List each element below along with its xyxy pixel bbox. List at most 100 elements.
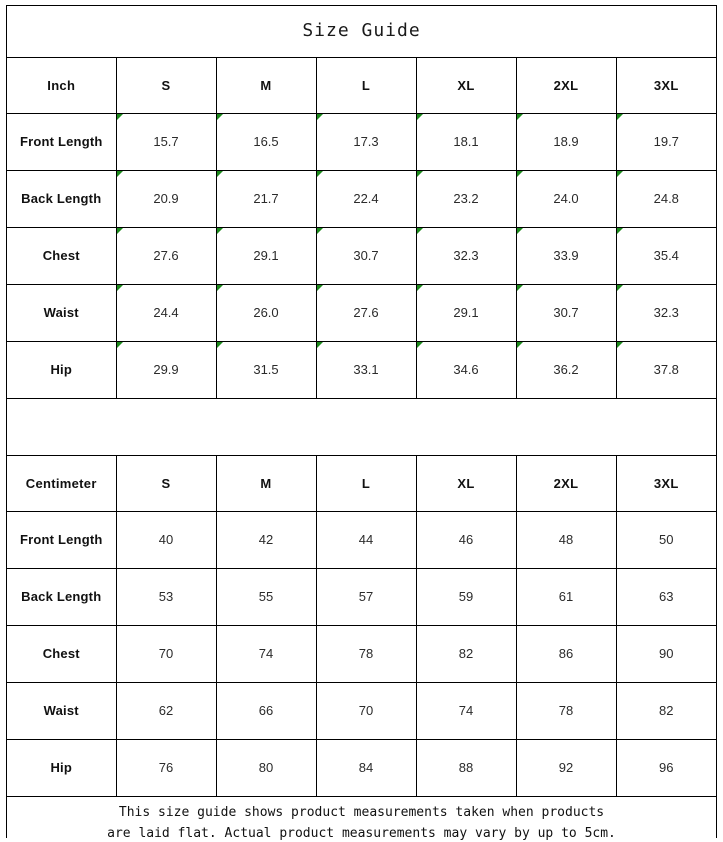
cell-value: 70 (358, 703, 374, 718)
comment-indicator-triangle-icon (316, 228, 323, 234)
cm-header-m: M (215, 455, 317, 512)
cell-value: 63 (659, 589, 674, 604)
cell-value: 33.9 (553, 248, 579, 263)
cell-value: 42 (258, 532, 274, 547)
inch-cell-chest-xl: 32.3 (415, 227, 517, 285)
inch-header-3xl: 3XL (615, 57, 717, 114)
inch-header-label-xl: XL (457, 77, 475, 93)
inch-cell-front-length-2xl: 18.9 (515, 113, 617, 171)
cm-header-s: S (115, 455, 217, 512)
cm-header-l: L (315, 455, 417, 512)
inch-cell-chest-s: 27.6 (115, 227, 217, 285)
comment-indicator-triangle-icon (516, 228, 523, 234)
row-label: Waist (43, 305, 79, 320)
cell-value: 57 (358, 589, 374, 604)
cell-value: 66 (258, 703, 274, 718)
cm-cell-front-length-2xl: 48 (515, 511, 617, 569)
table-row: Hip 76 80 84 88 92 (7, 739, 717, 797)
inch-cell-waist-3xl: 32.3 (615, 284, 717, 342)
comment-indicator-triangle-icon (116, 228, 123, 234)
cm-cell-front-length-m: 42 (215, 511, 317, 569)
comment-indicator-triangle-icon (416, 171, 423, 177)
cell-value: 15.7 (153, 134, 179, 149)
cm-cell-hip-xl: 88 (415, 739, 517, 797)
cell-value: 29.1 (253, 248, 279, 263)
title-row: Size Guide (7, 6, 717, 58)
comment-indicator-triangle-icon (416, 228, 423, 234)
inch-row-label-front-length: Front Length (7, 113, 117, 171)
inch-cell-back-length-l: 22.4 (315, 170, 417, 228)
cell-value: 59 (458, 589, 474, 604)
cell-value: 92 (558, 760, 574, 775)
row-label: Chest (42, 248, 80, 263)
inch-row-label-hip: Hip (7, 341, 117, 399)
cell-value: 46 (458, 532, 474, 547)
comment-indicator-triangle-icon (316, 171, 323, 177)
table-row: Front Length 40 42 44 46 48 (7, 511, 717, 569)
footer-note-cell: This size guide shows product measuremen… (7, 796, 717, 842)
inch-cell-back-length-m: 21.7 (215, 170, 317, 228)
cell-value: 96 (659, 760, 674, 775)
cell-value: 17.3 (353, 134, 379, 149)
cell-value: 90 (659, 646, 674, 661)
inch-row-label-chest: Chest (7, 227, 117, 285)
cm-cell-chest-xl: 82 (415, 625, 517, 683)
table-row: Front Length 15.7 16.5 17.3 (7, 113, 717, 171)
table-row: Back Length 53 55 57 59 61 (7, 568, 717, 626)
row-label: Front Length (19, 532, 103, 547)
cell-value: 80 (258, 760, 274, 775)
table-row: Waist 24.4 26.0 27.6 (7, 284, 717, 342)
row-label: Waist (43, 703, 79, 718)
cm-header-2xl: 2XL (515, 455, 617, 512)
cm-cell-front-length-xl: 46 (415, 511, 517, 569)
cell-value: 26.0 (253, 305, 279, 320)
cell-value: 29.1 (453, 305, 479, 320)
inch-cell-front-length-m: 16.5 (215, 113, 317, 171)
inch-cell-chest-3xl: 35.4 (615, 227, 717, 285)
inch-cell-waist-2xl: 30.7 (515, 284, 617, 342)
table-separator-row (7, 398, 717, 456)
cell-value: 22.4 (353, 191, 379, 206)
inch-cell-back-length-3xl: 24.8 (615, 170, 717, 228)
cell-value: 33.1 (353, 362, 379, 377)
inch-cell-chest-m: 29.1 (215, 227, 317, 285)
inch-unit-label: Inch (47, 77, 76, 93)
inch-cell-back-length-xl: 23.2 (415, 170, 517, 228)
row-label: Hip (50, 362, 73, 377)
cell-value: 88 (458, 760, 474, 775)
cell-value: 21.7 (253, 191, 279, 206)
cm-header-3xl: 3XL (615, 455, 717, 512)
cell-value: 74 (258, 646, 274, 661)
inch-cell-front-length-3xl: 19.7 (615, 113, 717, 171)
comment-indicator-triangle-icon (116, 114, 123, 120)
inch-cell-hip-m: 31.5 (215, 341, 317, 399)
cell-value: 62 (158, 703, 174, 718)
row-label: Back Length (21, 589, 102, 604)
inch-cell-hip-l: 33.1 (315, 341, 417, 399)
comment-indicator-triangle-icon (516, 171, 523, 177)
comment-indicator-triangle-icon (616, 285, 623, 291)
cm-cell-back-length-3xl: 63 (615, 568, 717, 626)
inch-header-m: M (215, 57, 317, 114)
inch-row-label-back-length: Back Length (7, 170, 117, 228)
cell-value: 44 (358, 532, 374, 547)
cm-cell-back-length-m: 55 (215, 568, 317, 626)
comment-indicator-triangle-icon (216, 228, 223, 234)
cm-header-xl: XL (415, 455, 517, 512)
inch-cell-waist-s: 24.4 (115, 284, 217, 342)
inch-cell-front-length-xl: 18.1 (415, 113, 517, 171)
comment-indicator-triangle-icon (616, 171, 623, 177)
cell-value: 50 (659, 532, 674, 547)
inch-cell-waist-l: 27.6 (315, 284, 417, 342)
cell-value: 32.3 (453, 248, 479, 263)
comment-indicator-triangle-icon (116, 285, 123, 291)
cm-cell-back-length-2xl: 61 (515, 568, 617, 626)
comment-indicator-triangle-icon (316, 114, 323, 120)
cm-unit-label: Centimeter (25, 475, 97, 491)
inch-header-label-2xl: 2XL (553, 77, 579, 93)
table-row: Back Length 20.9 21.7 22.4 (7, 170, 717, 228)
cm-cell-front-length-s: 40 (115, 511, 217, 569)
inch-cell-hip-xl: 34.6 (415, 341, 517, 399)
inch-header-xl: XL (415, 57, 517, 114)
comment-indicator-triangle-icon (216, 114, 223, 120)
